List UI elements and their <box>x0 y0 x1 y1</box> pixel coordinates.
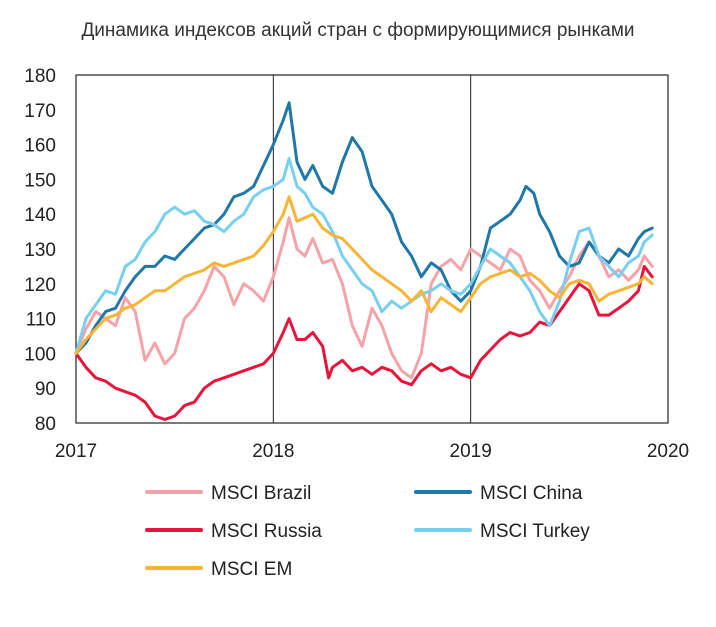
y-tick-label-140: 140 <box>24 205 56 226</box>
y-tick-label-80: 80 <box>35 414 56 435</box>
series-line-msci-em <box>74 195 654 355</box>
legend: MSCI Brazil MSCI China MSCI Russia MSCI Tur… <box>145 483 590 580</box>
y-tick-label-170: 170 <box>24 101 56 122</box>
series-lines <box>74 101 654 421</box>
legend-item-msci-brazil: MSCI Brazil <box>145 483 311 504</box>
x-tick-label-2020: 2020 <box>647 441 689 462</box>
legend-item-msci-russia: MSCI Russia <box>145 521 322 542</box>
legend-label: MSCI China <box>480 483 583 504</box>
legend-label: MSCI EM <box>211 559 292 580</box>
series-line-msci-china <box>74 101 654 355</box>
plot-border <box>75 74 669 424</box>
plot-frame <box>75 74 669 424</box>
y-tick-label-90: 90 <box>35 379 56 400</box>
legend-item-msci-em: MSCI EM <box>145 559 292 580</box>
legend-label: MSCI Brazil <box>211 483 311 504</box>
legend-item-msci-china: MSCI China <box>414 483 583 504</box>
series-line-msci-turkey <box>74 157 654 355</box>
series-line-msci-brazil <box>74 216 654 380</box>
x-tick-label-2019: 2019 <box>450 441 492 462</box>
x-tick-label-2017: 2017 <box>55 441 97 462</box>
legend-label: MSCI Turkey <box>480 521 590 542</box>
series-line-msci-russia <box>74 264 654 421</box>
x-axis: 2017 2018 2019 2020 <box>55 441 689 462</box>
y-tick-label-100: 100 <box>24 344 56 365</box>
y-tick-label-130: 130 <box>24 240 56 261</box>
y-tick-label-120: 120 <box>24 275 56 296</box>
legend-item-msci-turkey: MSCI Turkey <box>414 521 590 542</box>
y-tick-label-180: 180 <box>24 66 56 87</box>
chart-title: Динамика индексов акций стран с формирую… <box>81 20 635 41</box>
legend-label: MSCI Russia <box>211 521 322 542</box>
y-tick-label-160: 160 <box>24 136 56 157</box>
y-axis: 80 90 100 110 120 130 140 150 160 170 180 <box>24 66 56 435</box>
x-tick-label-2018: 2018 <box>252 441 294 462</box>
y-tick-label-150: 150 <box>24 170 56 191</box>
y-tick-label-110: 110 <box>26 310 56 331</box>
